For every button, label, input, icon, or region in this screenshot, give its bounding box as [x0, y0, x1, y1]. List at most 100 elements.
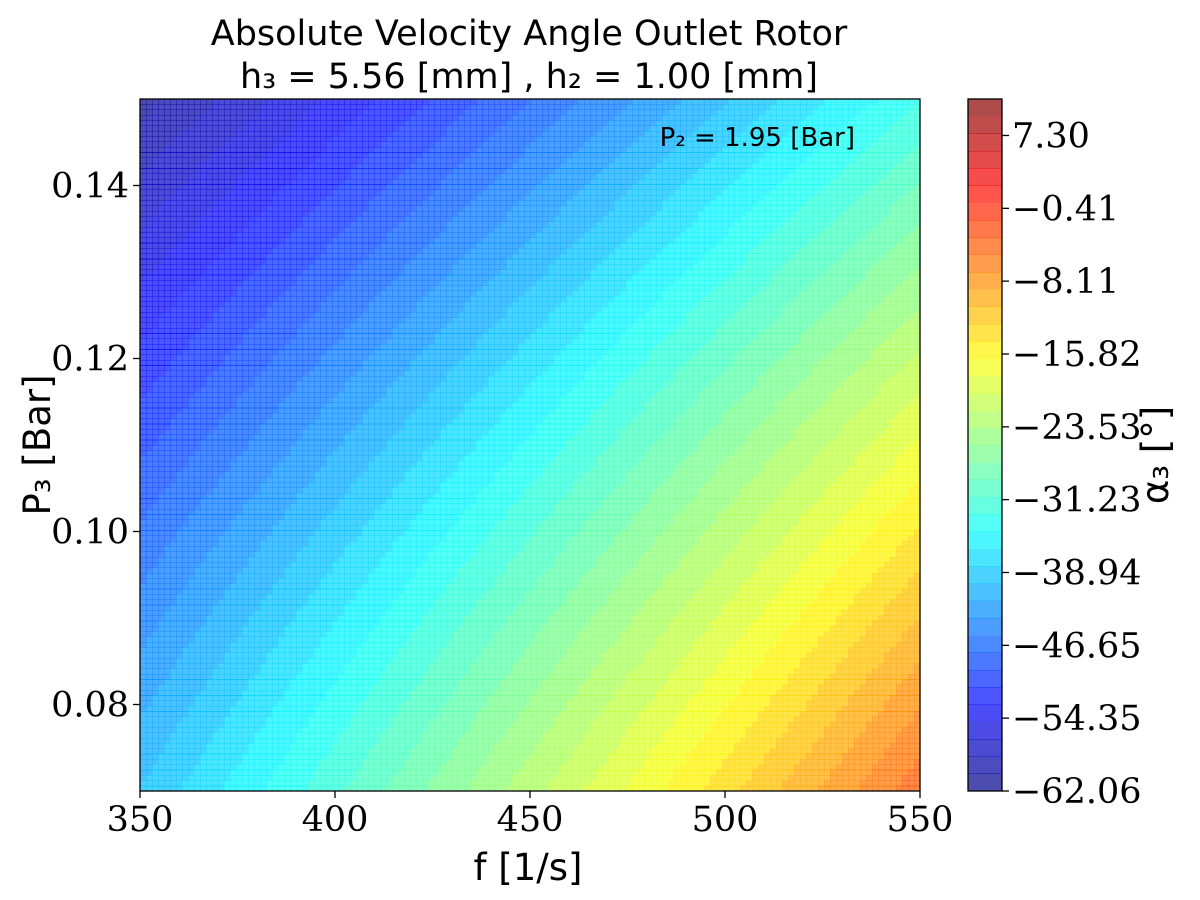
contour-cell	[614, 205, 621, 212]
contour-cell	[734, 184, 741, 191]
contour-cell	[590, 173, 597, 180]
contour-cell	[284, 237, 291, 244]
contour-cell	[446, 258, 453, 265]
contour-cell	[290, 258, 297, 265]
contour-cell	[224, 285, 231, 292]
contour-cell	[440, 157, 447, 164]
contour-cell	[494, 130, 501, 137]
contour-cell	[290, 295, 297, 302]
contour-cell	[140, 216, 147, 223]
contour-cell	[878, 184, 885, 191]
contour-cell	[872, 168, 879, 175]
contour-cell	[476, 189, 483, 196]
contour-cell	[338, 184, 345, 191]
contour-cell	[158, 274, 165, 281]
contour-cell	[578, 258, 585, 265]
contour-cell	[272, 242, 279, 249]
contour-cell	[638, 226, 645, 233]
contour-cell	[368, 242, 375, 249]
contour-cell	[518, 104, 525, 111]
contour-cell	[518, 258, 525, 265]
contour-cell	[146, 162, 153, 169]
contour-cell	[506, 216, 513, 223]
contour-cell	[854, 125, 861, 132]
contour-cell	[878, 114, 885, 121]
contour-cell	[536, 269, 543, 276]
contour-cell	[698, 178, 705, 185]
contour-cell	[614, 178, 621, 185]
contour-cell	[602, 141, 609, 148]
contour-cell	[668, 99, 675, 105]
contour-cell	[332, 226, 339, 233]
contour-cell	[872, 104, 879, 111]
contour-cell	[218, 104, 225, 111]
contour-cell	[374, 109, 381, 116]
contour-cell	[782, 285, 789, 292]
contour-cell	[662, 99, 669, 105]
contour-cell	[296, 125, 303, 132]
contour-cell	[170, 136, 177, 143]
contour-cell	[284, 109, 291, 116]
contour-cell	[788, 146, 795, 153]
contour-cell	[662, 162, 669, 169]
contour-cell	[794, 200, 801, 207]
contour-cell	[854, 99, 861, 105]
contour-cell	[668, 157, 675, 164]
contour-cell	[362, 232, 369, 238]
contour-cell	[818, 141, 825, 148]
contour-cell	[350, 242, 357, 249]
contour-cell	[668, 221, 675, 228]
contour-cell	[212, 248, 219, 254]
contour-cell	[380, 279, 387, 286]
contour-cell	[206, 130, 213, 137]
contour-cell	[752, 189, 759, 196]
contour-cell	[488, 200, 495, 207]
contour-cell	[860, 114, 867, 121]
contour-cell	[524, 162, 531, 169]
contour-cell	[668, 125, 675, 132]
contour-cell	[350, 221, 357, 228]
contour-cell	[356, 141, 363, 148]
contour-cell	[914, 184, 920, 191]
contour-cell	[626, 295, 633, 302]
contour-cell	[548, 295, 555, 302]
contour-cell	[590, 279, 597, 286]
contour-cell	[716, 274, 723, 281]
contour-cell	[650, 162, 657, 169]
contour-cell	[494, 162, 501, 169]
contour-cell	[404, 136, 411, 143]
contour-cell	[170, 104, 177, 111]
contour-cell	[722, 189, 729, 196]
contour-cell	[368, 205, 375, 212]
contour-cell	[242, 136, 249, 143]
contour-cell	[656, 146, 663, 153]
contour-cell	[596, 130, 603, 137]
contour-cell	[542, 226, 549, 233]
contour-cell	[560, 162, 567, 169]
contour-cell	[254, 114, 261, 121]
contour-cell	[158, 120, 165, 127]
contour-cell	[590, 205, 597, 212]
contour-cell	[476, 136, 483, 143]
contour-cell	[662, 109, 669, 116]
contour-cell	[428, 221, 435, 228]
contour-cell	[878, 290, 885, 297]
contour-cell	[224, 146, 231, 153]
contour-cell	[776, 104, 783, 111]
contour-cell	[194, 253, 201, 260]
contour-cell	[452, 152, 459, 159]
contour-cell	[770, 290, 777, 297]
contour-cell	[536, 216, 543, 223]
contour-cell	[266, 301, 273, 308]
contour-cell	[842, 200, 849, 207]
contour-cell	[434, 109, 441, 116]
contour-cell	[530, 146, 537, 153]
contour-cell	[878, 258, 885, 265]
contour-cell	[668, 168, 675, 175]
contour-cell	[464, 264, 471, 270]
contour-cell	[584, 184, 591, 191]
contour-cell	[452, 120, 459, 127]
contour-cell	[806, 189, 813, 196]
contour-cell	[614, 130, 621, 137]
contour-cell	[506, 248, 513, 254]
